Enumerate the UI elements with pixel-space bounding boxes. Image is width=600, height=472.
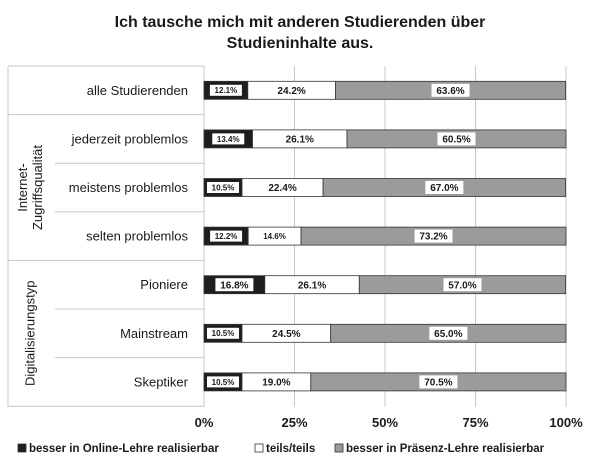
x-tick-label: 75% (462, 415, 488, 430)
category-label: selten problemlos (86, 229, 188, 244)
data-label-box (419, 375, 458, 389)
data-label-box (215, 278, 254, 292)
category-label: jederzeit problemlos (71, 131, 189, 146)
data-label-box (429, 326, 468, 340)
x-tick-label: 0% (195, 415, 214, 430)
data-label-box (437, 132, 476, 146)
category-labels: alle Studierenden jederzeit problemlos mei… (69, 83, 189, 390)
category-label: Skeptiker (134, 374, 189, 389)
data-label-box (263, 181, 302, 194)
x-tick-label: 100% (549, 415, 583, 430)
data-label-box (207, 327, 240, 339)
data-label: 13.4% (217, 135, 240, 144)
data-label-box (293, 278, 332, 292)
data-label-box (210, 230, 243, 242)
group-label: Zugriffsqualität (30, 145, 45, 230)
data-label: 16.8% (220, 280, 248, 291)
data-label: 26.1% (298, 280, 326, 291)
data-label-box (267, 326, 306, 340)
category-panel (7, 65, 204, 407)
legend-swatch (254, 443, 264, 453)
data-label-box (207, 182, 240, 193)
category-label: Pioniere (140, 277, 188, 292)
data-label-box (258, 230, 291, 242)
data-label: 24.5% (272, 329, 300, 340)
group-labels: Internet- Zugriffsqualität Digitalisierung… (15, 145, 45, 386)
data-label: 73.2% (419, 232, 447, 243)
legend-swatch (334, 443, 344, 453)
data-label: 10.5% (212, 329, 235, 338)
data-label-box (257, 375, 296, 389)
data-label: 57.0% (448, 280, 476, 291)
data-label-box (207, 376, 240, 388)
data-label-box (272, 83, 311, 97)
x-tick-label: 50% (372, 415, 398, 430)
data-label-box (209, 84, 242, 96)
chart-title-line-2: Studieninhalte aus. (227, 35, 374, 52)
data-label: 26.1% (286, 135, 314, 146)
data-label: 12.2% (215, 232, 238, 241)
data-label: 10.5% (212, 378, 235, 387)
data-label-box (280, 132, 319, 146)
data-label: 67.0% (430, 183, 458, 194)
category-label: Mainstream (120, 326, 188, 341)
data-label-box (414, 229, 453, 243)
legend-label: teils/teils (266, 443, 315, 455)
data-label: 19.0% (262, 378, 290, 389)
data-label: 10.5% (212, 183, 235, 192)
legend-swatch (17, 443, 27, 453)
data-label: 22.4% (268, 183, 296, 194)
group-label: Internet- (15, 163, 30, 211)
x-axis-ticks: 0% 25% 50% 75% 100% (195, 415, 583, 430)
chart-title-line-1: Ich tausche mich mit anderen Studierende… (115, 14, 486, 31)
legend-label: besser in Online-Lehre realisierbar (29, 443, 219, 455)
x-tick-label: 25% (281, 415, 307, 430)
data-label-box (212, 133, 245, 145)
data-label: 70.5% (424, 378, 452, 389)
category-label: meistens problemlos (69, 180, 189, 195)
data-label: 14.6% (263, 232, 286, 241)
legend-label: besser in Präsenz-Lehre realisierbar (346, 443, 545, 455)
legend: besser in Online-Lehre realisierbar teils… (17, 443, 545, 455)
data-label: 65.0% (434, 329, 462, 340)
data-label: 12.1% (215, 86, 238, 95)
bars: 12.1% 24.2% 63.6% 13.4% 26.1% 60.5% 10.5% 22.4%… (203, 80, 567, 392)
data-label-box (443, 278, 482, 292)
data-label: 63.6% (436, 86, 464, 97)
category-label: alle Studierenden (87, 83, 188, 98)
data-label: 60.5% (442, 135, 470, 146)
data-label-box (431, 83, 470, 97)
data-label-box (425, 181, 464, 194)
data-label: 24.2% (277, 86, 305, 97)
group-label: Digitalisierungstyp (22, 281, 37, 387)
